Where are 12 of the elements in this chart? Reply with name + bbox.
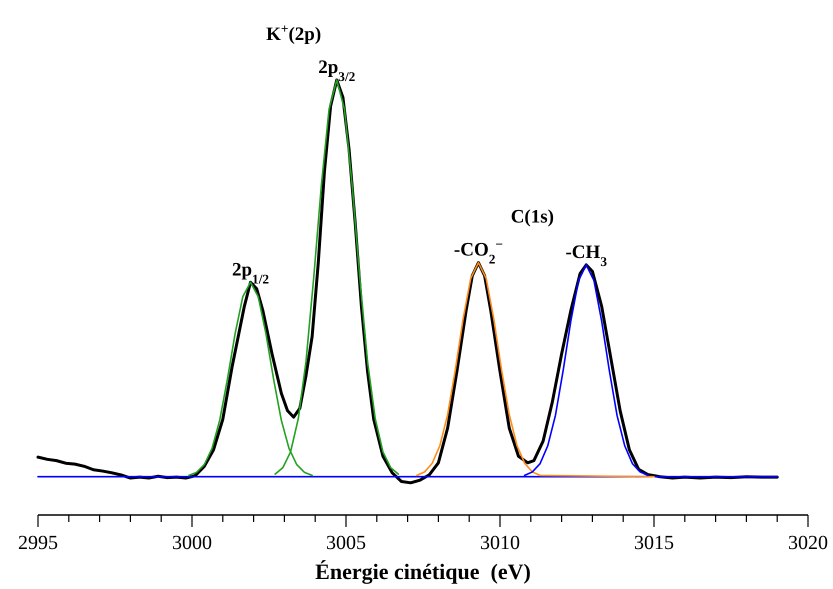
x-tick-label: 3010 [480,532,520,554]
annotation: C(1s) [510,206,554,228]
annotation: 2p$_{3/2}$ [318,57,356,84]
annotation: -CH$_{3}$ [566,242,608,268]
x-tick-label: 3000 [172,532,212,554]
text: K$^{+}$(2p) [266,20,322,45]
x-axis-title: Énergie cinétique (eV) [315,559,531,584]
x-tick-label: 3015 [634,532,674,554]
x-tick-label: 3005 [326,532,366,554]
x-tick-label: 2995 [18,532,58,554]
annotation: 2p$_{1/2}$ [232,259,270,286]
x-tick-label: 3020 [788,532,828,554]
